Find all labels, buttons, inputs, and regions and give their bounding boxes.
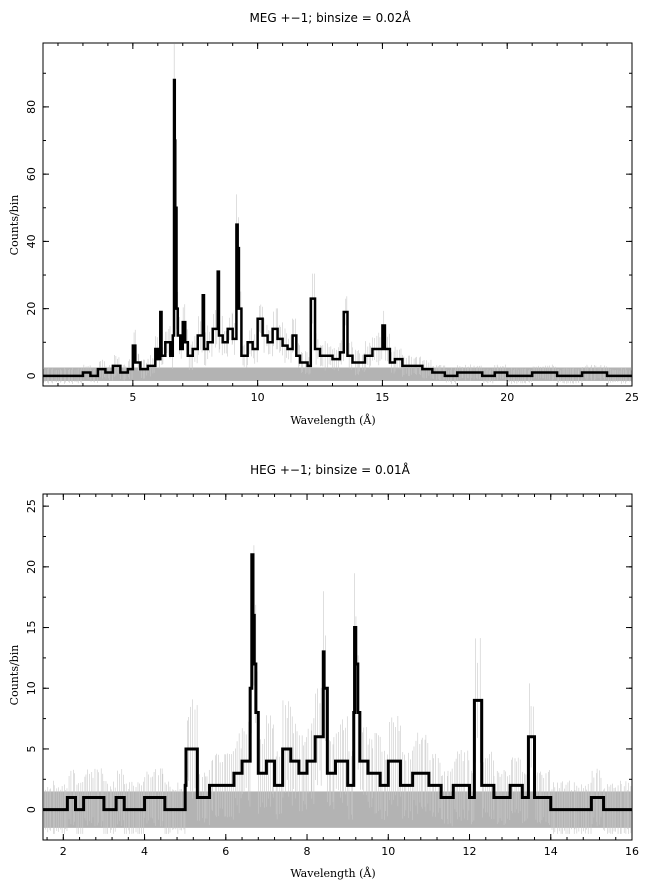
heg-x-tick-label: 14 xyxy=(544,845,558,858)
heg-y-tick-label: 15 xyxy=(25,621,38,635)
heg-title: HEG +−1; binsize = 0.01Å xyxy=(250,462,411,477)
meg-y-tick-label: 80 xyxy=(25,100,38,114)
meg-background-band xyxy=(44,367,631,381)
meg-x-tick-label: 15 xyxy=(375,391,389,404)
heg-series-line xyxy=(43,553,632,812)
heg-y-tick-label: 0 xyxy=(25,806,38,813)
heg-y-axis: 0 5 10 15 20 25 xyxy=(25,499,632,841)
heg-x-axis-label: Wavelength (Å) xyxy=(290,866,375,880)
meg-y-tick-label: 20 xyxy=(25,302,38,316)
meg-plot-frame xyxy=(42,42,633,387)
heg-x-tick-label: 2 xyxy=(60,845,67,858)
meg-panel: MEG +−1; binsize = 0.02Å 5 10 15 20 25 0 20 40… xyxy=(8,10,639,427)
meg-title: MEG +−1; binsize = 0.02Å xyxy=(249,10,411,25)
meg-x-axis: 5 10 15 20 25 xyxy=(57,43,639,404)
meg-noise-layer xyxy=(43,44,632,384)
meg-y-tick-label: 40 xyxy=(25,234,38,248)
heg-panel: HEG +−1; binsize = 0.01Å 2 4 6 8 10 12 14 16 0 5… xyxy=(8,462,639,880)
heg-x-tick-label: 12 xyxy=(463,845,477,858)
heg-y-tick-label: 5 xyxy=(25,745,38,752)
meg-x-tick-label: 20 xyxy=(500,391,514,404)
heg-x-tick-label: 8 xyxy=(304,845,311,858)
meg-series-line xyxy=(43,78,632,378)
heg-y-axis-label: Counts/bin xyxy=(8,645,21,706)
meg-y-tick-label: 60 xyxy=(25,167,38,181)
heg-plot-frame xyxy=(42,493,633,841)
heg-y-tick-label: 25 xyxy=(25,499,38,513)
heg-x-axis: 2 4 6 8 10 12 14 16 xyxy=(46,494,639,858)
meg-x-tick-label: 10 xyxy=(251,391,265,404)
heg-x-tick-label: 10 xyxy=(381,845,395,858)
meg-x-tick-label: 5 xyxy=(129,391,136,404)
heg-noise-layer xyxy=(42,545,632,834)
meg-y-tick-label: 0 xyxy=(25,372,38,379)
heg-x-tick-label: 6 xyxy=(222,845,229,858)
meg-y-axis: 0 20 40 60 80 xyxy=(25,72,632,379)
heg-y-tick-label: 10 xyxy=(25,681,38,695)
heg-x-tick-label: 4 xyxy=(141,845,148,858)
meg-y-axis-label: Counts/bin xyxy=(8,195,21,256)
meg-x-tick-label: 25 xyxy=(625,391,639,404)
heg-x-tick-label: 16 xyxy=(625,845,639,858)
meg-x-axis-label: Wavelength (Å) xyxy=(290,413,375,427)
heg-y-tick-label: 20 xyxy=(25,560,38,574)
